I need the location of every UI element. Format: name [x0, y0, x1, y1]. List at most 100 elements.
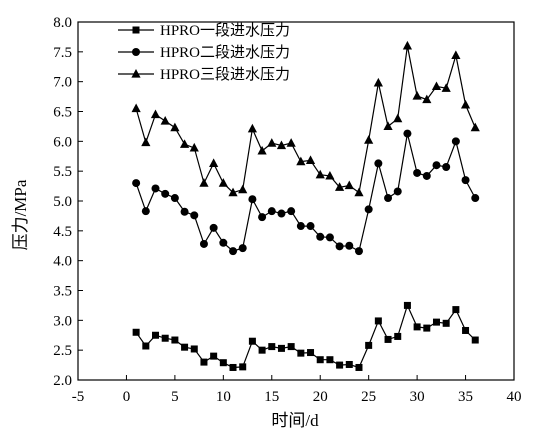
data-point: [181, 343, 189, 351]
data-point: [364, 205, 373, 214]
data-point: [471, 336, 479, 344]
data-point: [142, 342, 150, 350]
y-tick-label: 5.5: [53, 164, 72, 180]
data-point: [132, 179, 141, 188]
data-point: [199, 178, 209, 187]
data-point: [402, 40, 413, 50]
data-point: [413, 168, 422, 177]
legend-label: HPRO二段进水压力: [160, 44, 290, 61]
data-point: [432, 318, 440, 326]
y-tick-label: 3.0: [53, 313, 72, 329]
data-point: [451, 50, 461, 60]
x-tick-label: -5: [72, 389, 85, 405]
series-circle: [132, 129, 480, 256]
data-point: [180, 207, 189, 216]
data-point: [393, 187, 402, 196]
y-tick-label: 6.5: [53, 105, 72, 121]
data-point: [413, 323, 421, 331]
data-point: [316, 356, 324, 364]
data-point: [218, 178, 228, 187]
legend-item: HPRO二段进水压力: [118, 44, 290, 61]
data-point: [199, 239, 208, 248]
data-point: [229, 247, 238, 256]
data-point: [238, 184, 248, 194]
y-tick-label: 2.0: [53, 373, 72, 389]
data-point: [374, 317, 382, 325]
data-point: [422, 94, 432, 104]
legend: HPRO一段进水压力 HPRO二段进水压力 HPRO三段进水压力: [118, 22, 290, 83]
y-tick-label: 3.5: [53, 284, 72, 300]
data-point: [132, 328, 140, 336]
data-point: [247, 123, 257, 133]
series-triangle: [131, 40, 480, 197]
data-point: [462, 326, 470, 334]
data-point: [374, 159, 383, 168]
data-point: [276, 140, 287, 150]
data-point: [384, 335, 392, 343]
data-point: [151, 184, 160, 193]
data-point: [239, 363, 247, 371]
y-tick-label: 4.5: [53, 224, 72, 240]
legend-marker: [132, 48, 140, 56]
x-tick-label: 0: [123, 389, 131, 405]
series-square: [132, 301, 479, 371]
data-point: [470, 122, 480, 132]
data-point: [200, 358, 208, 366]
data-point: [296, 156, 306, 166]
data-point: [325, 170, 335, 180]
series-line: [135, 133, 476, 253]
axes: -5 0 5 10 15 20 25 30 35 40 2.0 2.5 3.0 3.5 4.0 4.5 5.0 5…: [53, 15, 521, 405]
data-point: [316, 232, 325, 241]
data-point: [219, 238, 228, 247]
data-point: [461, 176, 470, 185]
x-tick-label: 30: [410, 389, 425, 405]
data-point: [471, 194, 480, 203]
data-point: [344, 180, 354, 190]
data-point: [179, 139, 190, 148]
data-point: [286, 138, 296, 147]
data-point: [287, 207, 296, 216]
data-point: [383, 121, 393, 131]
data-point: [141, 137, 151, 147]
data-point: [277, 209, 286, 218]
data-point: [171, 336, 179, 344]
data-point: [209, 223, 218, 232]
x-tick-label: 20: [313, 389, 328, 405]
data-point: [403, 129, 412, 138]
data-point: [441, 83, 451, 92]
data-point: [423, 324, 431, 332]
x-tick-label: 35: [458, 389, 473, 405]
data-point: [451, 137, 460, 146]
data-point: [403, 301, 411, 309]
x-axis-title: 时间/d: [271, 411, 319, 430]
data-point: [152, 331, 160, 339]
data-point: [258, 346, 266, 354]
legend-marker: [132, 26, 140, 34]
data-point: [160, 116, 170, 125]
data-point: [238, 244, 247, 253]
data-point: [442, 162, 451, 171]
data-point: [384, 194, 393, 203]
data-point: [365, 341, 373, 349]
y-tick-label: 4.0: [53, 254, 72, 270]
series-line: [135, 303, 476, 369]
legend-label: HPRO一段进水压力: [160, 22, 290, 39]
data-point: [345, 241, 354, 250]
data-point: [431, 81, 442, 91]
data-point: [354, 187, 364, 197]
data-point: [141, 207, 150, 216]
data-point: [229, 363, 237, 371]
data-point: [258, 213, 267, 222]
data-point: [268, 343, 276, 351]
data-point: [394, 332, 402, 340]
series-layer: [131, 40, 480, 371]
data-point: [355, 363, 363, 371]
data-point: [335, 242, 344, 251]
y-tick-label: 6.0: [53, 134, 72, 150]
data-point: [219, 359, 227, 367]
y-tick-label: 2.5: [53, 343, 72, 359]
data-point: [209, 158, 219, 168]
data-point: [257, 145, 267, 155]
legend-item: HPRO一段进水压力: [118, 22, 290, 39]
x-tick-label: 25: [361, 389, 376, 405]
